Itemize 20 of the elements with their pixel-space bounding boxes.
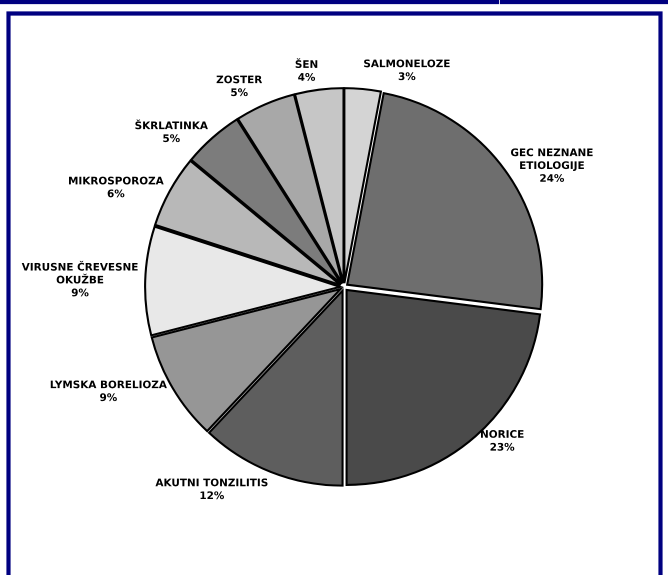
data-label: 5% [231,88,248,96]
slice-label: ŠEN [296,58,318,68]
data-label: 4% [298,73,316,81]
slice-label: LYMSKA BORELIOZA [50,380,167,388]
data-label: 3% [398,72,416,80]
data-label: 6% [108,189,124,198]
slice-label: AKUTNI TONZILITIS [155,478,268,486]
slice-label: VIRUSNE ČREVESNE OKUŽBE [22,260,138,284]
data-label: 12% [200,491,224,500]
slice-label: ŠKRLATINKA [135,119,208,130]
data-label: 23% [490,442,514,451]
slice-label: MIKROSPOROZA [69,176,164,184]
slice-label: GEC NEZNANE ETIOLOGIJE [510,148,593,172]
data-label: 9% [72,288,89,296]
data-label: 24% [540,174,564,182]
slice-label: NORICE [481,430,524,438]
data-label: 9% [100,393,117,402]
slice-label: SALMONELOZE [364,59,450,68]
data-label: 5% [163,134,180,142]
slice-label: ZOSTER [216,75,262,84]
